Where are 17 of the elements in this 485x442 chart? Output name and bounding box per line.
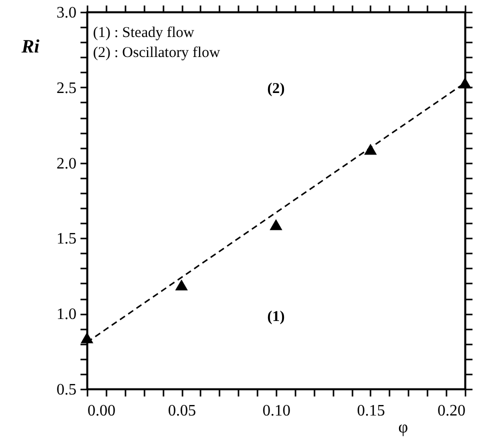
y-tick-label: 2.0: [56, 155, 76, 172]
annotation: (1) : Steady flow: [93, 25, 194, 41]
x-tick-label: 0.10: [262, 402, 290, 420]
y-tick-label: 1.5: [56, 230, 76, 248]
y-tick-label: 2.5: [56, 80, 76, 97]
y-axis-title: Ri: [20, 36, 40, 58]
y-tick-label: 1.0: [56, 306, 76, 324]
x-tick-label: 0.05: [168, 402, 196, 420]
x-axis-title: φ: [398, 418, 408, 436]
y-tick-label: 0.5: [56, 382, 76, 398]
annotation: (1): [267, 309, 285, 325]
x-tick-label: 0.15: [357, 402, 385, 420]
annotation: (2): [267, 81, 285, 97]
annotation: (2) : Oscillatory flow: [93, 45, 220, 61]
y-tick-label: 3.0: [56, 4, 76, 22]
x-tick-label: 0.00: [88, 402, 116, 420]
x-tick-label: 0.20: [438, 402, 466, 420]
